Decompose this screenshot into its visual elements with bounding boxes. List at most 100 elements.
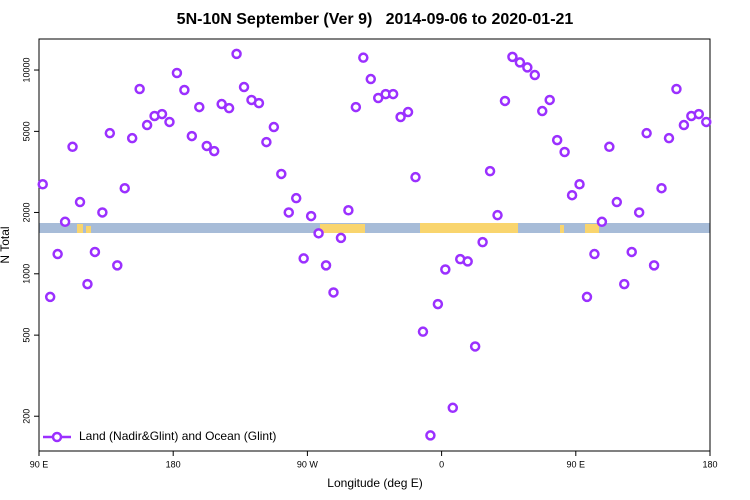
y-tick-label: 5000 <box>21 121 31 141</box>
point <box>425 430 436 441</box>
y-tick-label: 500 <box>21 328 31 343</box>
x-tick-label: 90 E <box>567 459 586 469</box>
point <box>529 69 541 81</box>
y-tick-label: 200 <box>21 409 31 424</box>
point <box>74 196 86 208</box>
point <box>656 182 667 194</box>
y-tick-label: 1000 <box>21 264 31 284</box>
point <box>119 182 130 194</box>
point <box>619 278 630 290</box>
point <box>596 216 608 228</box>
point <box>313 228 324 239</box>
point <box>678 119 690 131</box>
point <box>507 51 518 63</box>
point <box>499 95 511 107</box>
point <box>701 116 712 128</box>
point <box>82 278 93 290</box>
point <box>89 246 101 258</box>
point <box>179 84 190 96</box>
land <box>420 223 518 233</box>
point <box>238 81 250 93</box>
legend-label: Land (Nadir&Glint) and Ocean (Glint) <box>79 429 276 443</box>
land <box>560 225 564 233</box>
point <box>156 108 168 120</box>
point <box>231 48 242 60</box>
point <box>268 121 280 133</box>
point <box>440 264 451 275</box>
land <box>86 226 91 233</box>
point <box>276 168 287 180</box>
point <box>387 88 399 100</box>
x-tick-label: 90 W <box>297 459 319 469</box>
point <box>626 246 637 258</box>
point <box>253 97 265 109</box>
point <box>358 52 369 63</box>
point <box>410 171 421 183</box>
x-tick-label: 180 <box>166 459 181 469</box>
point <box>37 179 48 190</box>
point <box>44 291 56 303</box>
x-tick-label: 180 <box>702 459 717 469</box>
plot-frame <box>38 38 711 452</box>
point <box>417 326 429 337</box>
point <box>633 207 645 218</box>
point <box>164 116 175 128</box>
point <box>305 210 317 222</box>
land <box>320 224 365 233</box>
point <box>559 146 570 158</box>
point <box>216 98 227 110</box>
point <box>59 216 71 228</box>
point <box>290 192 302 204</box>
point <box>641 127 652 139</box>
point <box>335 232 347 244</box>
point <box>432 298 444 310</box>
point <box>477 236 488 248</box>
point <box>447 402 459 414</box>
point <box>194 101 205 113</box>
point <box>589 248 600 260</box>
point <box>126 132 138 144</box>
point <box>402 106 414 118</box>
point <box>186 130 198 142</box>
point <box>566 189 578 201</box>
point <box>604 141 615 153</box>
point <box>261 136 272 148</box>
point <box>492 209 503 221</box>
point <box>611 196 623 208</box>
x-tick-label: 90 E <box>30 459 49 469</box>
point <box>112 260 123 271</box>
point <box>365 73 377 85</box>
point <box>134 83 145 95</box>
point <box>104 127 116 139</box>
x-tick-label: 0 <box>439 459 444 469</box>
point <box>395 111 406 123</box>
point <box>97 207 108 218</box>
y-axis-label: N Total <box>0 226 12 263</box>
point <box>469 341 481 352</box>
point <box>201 140 212 152</box>
point <box>283 207 295 218</box>
point <box>171 67 183 79</box>
point <box>298 253 309 264</box>
land <box>585 224 599 233</box>
point <box>223 102 235 114</box>
point <box>208 145 220 157</box>
point <box>671 83 682 95</box>
point <box>544 94 555 106</box>
x-axis-label: Longitude (deg E) <box>327 476 422 490</box>
point <box>648 260 660 271</box>
point <box>320 260 332 271</box>
point <box>67 141 78 153</box>
legend-marker <box>51 431 63 443</box>
point <box>514 57 526 68</box>
point <box>537 105 548 117</box>
point <box>574 179 585 190</box>
point <box>484 165 496 177</box>
ocean-band <box>39 223 710 233</box>
point <box>343 205 354 216</box>
point <box>693 108 705 120</box>
point <box>663 132 675 144</box>
point <box>551 134 563 146</box>
point <box>462 256 473 267</box>
